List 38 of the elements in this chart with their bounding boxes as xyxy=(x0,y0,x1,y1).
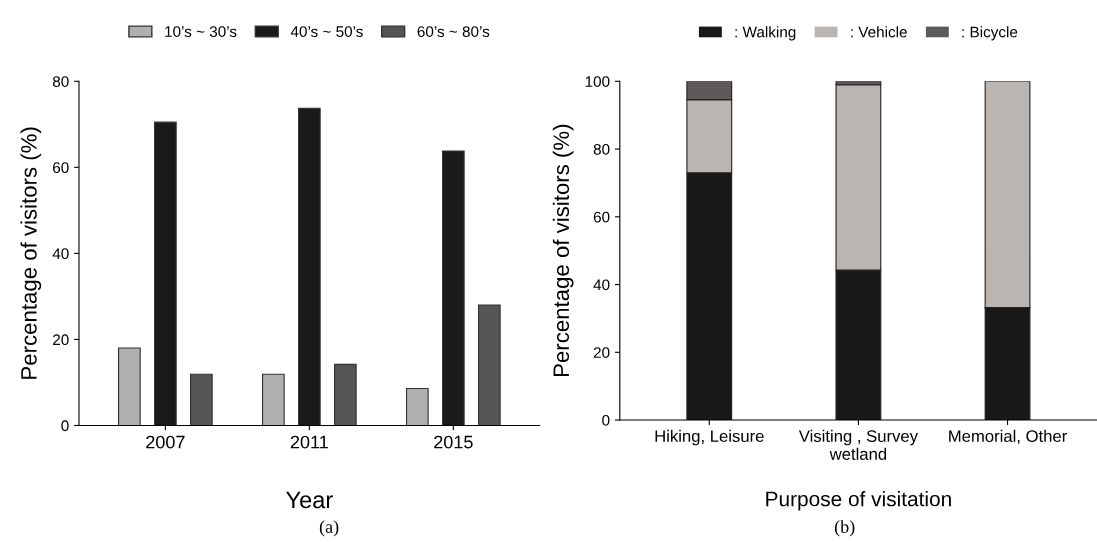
x-axis-title: Year xyxy=(286,491,333,509)
y-tick-label: 0 xyxy=(61,420,69,432)
y-tick-label: 0 xyxy=(602,414,610,426)
text: (a) xyxy=(319,520,339,537)
legend-label: 40’s ~ 50’s xyxy=(290,26,363,37)
y-tick-label: 60 xyxy=(53,162,69,174)
bar xyxy=(154,121,177,426)
x-tick-label: Hiking, Leisure xyxy=(655,429,764,446)
y-tick-label: 40 xyxy=(593,279,610,291)
bar xyxy=(405,387,429,426)
x-tick-label: 2007 xyxy=(146,435,185,449)
x-tick-label: 2015 xyxy=(434,435,473,449)
y-tick-label: 100 xyxy=(585,76,610,87)
y-axis-title: Percentage of visitors (%) xyxy=(20,127,42,379)
text: (b) xyxy=(834,520,855,537)
bar xyxy=(477,304,501,426)
bar xyxy=(190,373,213,426)
legend-label: : Vehicle xyxy=(851,26,907,38)
legend-label: : Walking xyxy=(735,26,796,41)
bar xyxy=(262,373,285,426)
bar xyxy=(118,347,141,426)
legend-label: 10’s ~ 30’s xyxy=(165,26,237,37)
y-tick-label: 80 xyxy=(593,143,610,155)
x-axis-title: Purpose of visitation xyxy=(766,491,951,511)
y-tick-label: 20 xyxy=(53,334,69,346)
y-axis-title: Percentage of visitors (%) xyxy=(552,124,574,377)
legend-label: : Bicycle xyxy=(962,26,1018,41)
bar xyxy=(333,363,357,426)
x-tick-label: Memorial, Other xyxy=(949,429,1067,444)
x-tick-label: Visiting , Survey wetland xyxy=(798,429,918,460)
bar xyxy=(441,150,465,426)
y-tick-label: 80 xyxy=(52,76,69,87)
y-tick-label: 20 xyxy=(593,347,610,358)
legend-label: 60’s ~ 80’s xyxy=(417,26,490,37)
y-tick-label: 40 xyxy=(52,248,69,260)
x-tick-label: 2011 xyxy=(290,435,328,449)
y-tick-label: 60 xyxy=(593,211,610,223)
bar xyxy=(298,107,321,426)
